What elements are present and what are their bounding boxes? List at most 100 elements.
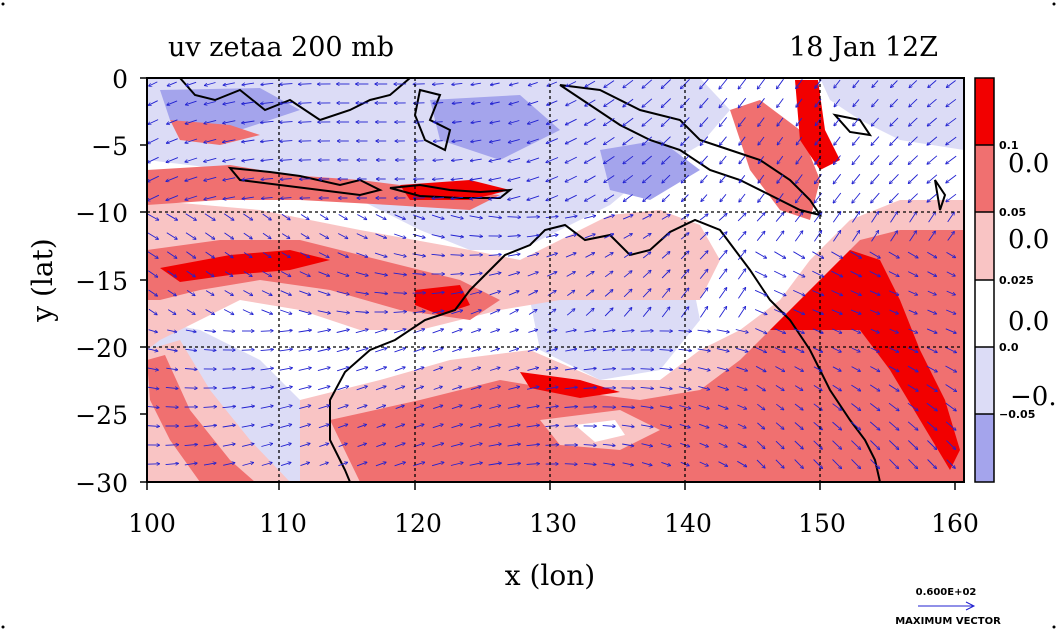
wind-vector — [147, 175, 159, 182]
wind-vector — [165, 463, 179, 464]
wind-vector — [737, 269, 745, 280]
title-left: uv zetaa 200 mb — [168, 32, 394, 63]
wind-vector — [261, 178, 274, 179]
plot-area — [147, 78, 964, 482]
wind-vector — [490, 349, 500, 352]
wind-vector — [260, 368, 274, 371]
wind-vector — [374, 329, 387, 334]
wind-vector — [393, 312, 407, 313]
wind-vector — [507, 444, 521, 447]
wind-vector — [640, 387, 654, 388]
x-axis-ticks — [146, 482, 956, 490]
wind-vector — [147, 367, 159, 370]
wind-vector — [565, 118, 577, 125]
wind-vector — [204, 138, 217, 142]
wind-vector — [831, 270, 842, 277]
wind-vector — [833, 192, 842, 203]
wind-vector — [186, 251, 195, 258]
wind-vector — [526, 464, 540, 465]
wind-vector — [186, 270, 196, 277]
wind-vector — [413, 462, 424, 467]
coastline-australia-north — [484, 218, 881, 482]
wind-vector — [167, 329, 177, 332]
wind-vector — [851, 459, 861, 468]
wind-vector — [737, 404, 746, 409]
wind-vector — [604, 175, 615, 183]
wind-vector — [469, 444, 482, 447]
wind-vector — [260, 331, 273, 332]
wind-vector — [547, 272, 557, 277]
wind-vector — [853, 136, 860, 146]
colorbar-label: 0.0 — [999, 341, 1019, 354]
wind-vector — [165, 407, 179, 408]
wind-vector — [697, 330, 711, 332]
wind-vector — [946, 309, 956, 314]
wind-vector — [451, 178, 463, 179]
wind-vector — [452, 83, 463, 84]
y-tick-label: −10 — [75, 199, 128, 228]
wind-vector — [640, 331, 654, 332]
wind-vector — [223, 120, 236, 124]
wind-vector — [832, 212, 840, 223]
wind-vector — [490, 82, 500, 85]
wind-vector — [450, 292, 463, 295]
wind-vector — [812, 309, 824, 315]
coastline-pacific-islands — [832, 113, 947, 211]
wind-vector — [907, 251, 918, 258]
wind-vector — [585, 194, 596, 201]
wind-vector — [793, 328, 805, 334]
wind-vector — [623, 79, 634, 88]
wind-vector — [451, 197, 464, 198]
wind-vector — [888, 421, 899, 430]
wind-vector — [186, 309, 195, 315]
wind-vector — [450, 274, 464, 275]
wind-vector — [642, 215, 652, 220]
wind-vector — [490, 101, 500, 104]
wind-vector — [870, 366, 879, 372]
wind-vector — [318, 252, 329, 258]
wind-vector — [507, 425, 520, 428]
wind-vector — [508, 368, 519, 371]
wind-vector — [755, 328, 766, 334]
wind-vector — [527, 176, 540, 181]
wind-vector — [777, 193, 784, 202]
wind-vector — [471, 83, 481, 85]
wind-vector — [813, 421, 823, 429]
wind-vector — [203, 444, 217, 447]
wind-vector — [241, 425, 254, 428]
wind-vector — [623, 271, 632, 278]
wind-vector — [241, 387, 255, 389]
wind-vector — [907, 440, 917, 450]
wind-vector — [622, 443, 634, 446]
wind-vector — [583, 349, 596, 351]
wind-vector — [165, 387, 178, 388]
wind-vector — [185, 176, 198, 181]
wind-vector — [205, 270, 214, 276]
wind-vector — [261, 83, 274, 84]
wind-vector — [317, 349, 331, 352]
wind-vector — [545, 387, 558, 390]
wind-vector — [394, 443, 405, 448]
wind-vector — [375, 367, 387, 372]
dark-blue-patch-1 — [160, 88, 300, 130]
x-tick-label: 110 — [259, 509, 307, 538]
wind-vector — [338, 443, 348, 448]
wind-vector — [796, 117, 803, 126]
colorbar-label: 0.1 — [999, 139, 1019, 152]
wind-vector — [299, 271, 310, 277]
wind-vector — [755, 347, 767, 353]
wind-vector — [432, 443, 443, 448]
y-tick-label: −5 — [91, 132, 128, 161]
wind-vector — [834, 99, 841, 106]
wind-vector — [834, 79, 841, 88]
wind-vector — [775, 366, 784, 372]
title-right: 18 Jan 12Z — [789, 32, 938, 63]
wind-vector — [623, 234, 633, 239]
wind-vector — [718, 269, 727, 280]
wind-vector — [243, 252, 252, 258]
wind-vector — [242, 177, 255, 180]
wind-vector — [432, 329, 444, 334]
wind-vector — [566, 309, 575, 316]
y-tick-label: −20 — [75, 334, 128, 363]
